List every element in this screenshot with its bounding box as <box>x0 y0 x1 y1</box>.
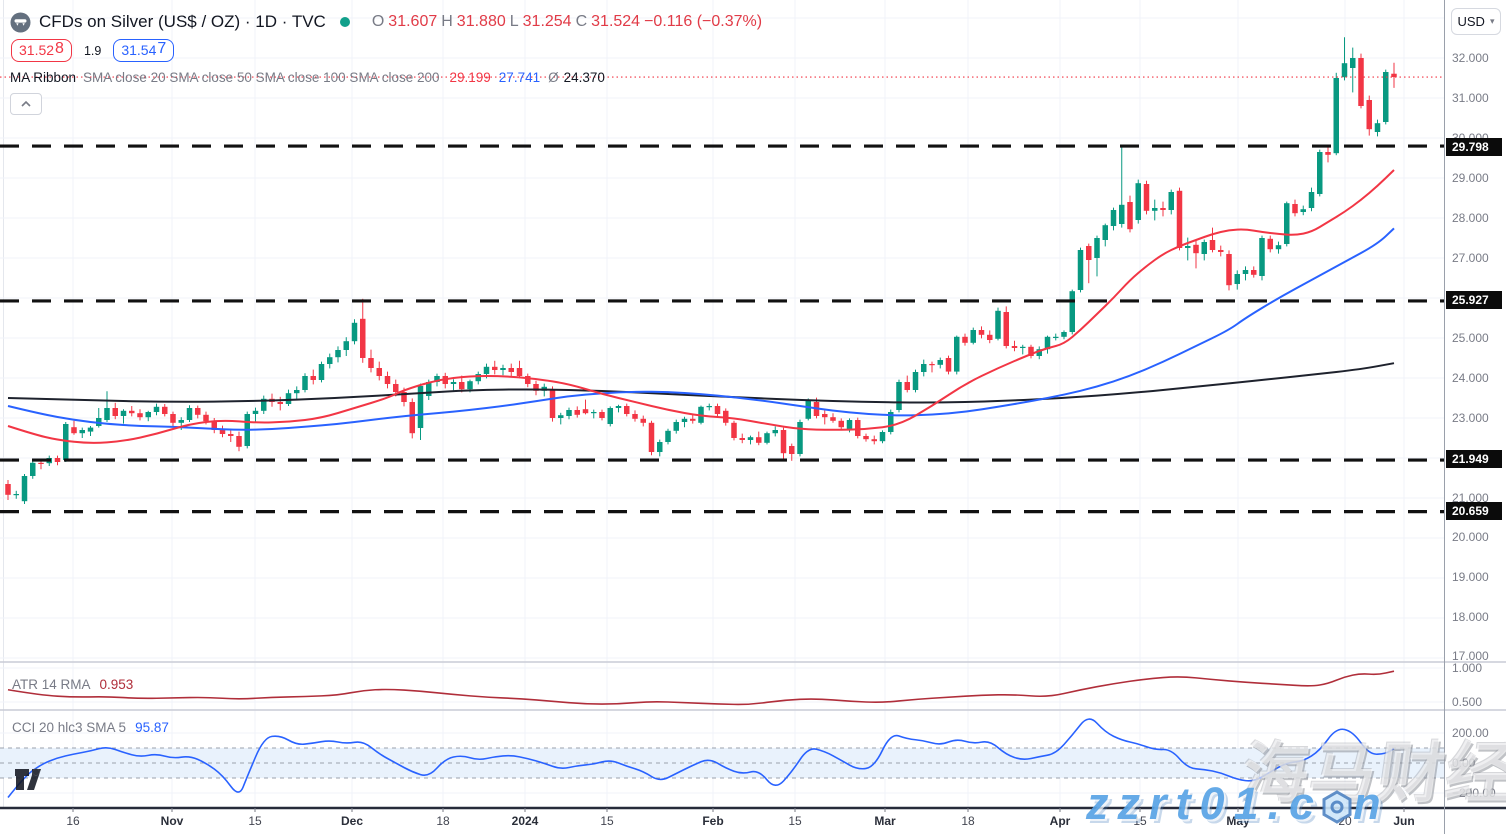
time-tick-label: Feb <box>702 814 724 828</box>
ohlc-values: O 31.607 H 31.880 L 31.254 C 31.524 −0.116 (… <box>371 13 763 30</box>
price-tick-label: 23.000 <box>1452 411 1489 425</box>
ma-ribbon-lines <box>7 169 1395 444</box>
ma-ribbon-label[interactable]: MA Ribbon <box>10 69 77 85</box>
time-tick-label: Dec <box>340 814 364 828</box>
avg-value: 24.370 <box>563 69 605 85</box>
time-tick-label: 18 <box>436 814 450 828</box>
price-tick-label: 0.500 <box>1452 695 1483 709</box>
time-tick-label: Mar <box>874 814 896 828</box>
level-price-badge: 25.927 <box>1446 291 1502 309</box>
level-price-badge: 20.659 <box>1446 502 1502 520</box>
time-tick-label: Apr <box>1049 814 1071 828</box>
ma-ribbon-legend: MA Ribbon SMA close 20 SMA close 50 SMA … <box>10 68 762 86</box>
sma20-value: 29.199 <box>449 69 491 85</box>
time-tick-label: 2024 <box>511 814 539 828</box>
price-tick-label: 21.000 <box>1452 491 1489 505</box>
ma-ribbon-params: SMA close 20 SMA close 50 SMA close 100 … <box>83 69 440 85</box>
time-tick-label: Nov <box>160 814 184 828</box>
time-tick-label: May <box>1226 814 1250 828</box>
price-tick-label: 24.000 <box>1452 371 1489 385</box>
time-tick-label: 15 <box>248 814 262 828</box>
chevron-down-icon: ▾ <box>1489 16 1495 26</box>
chart-legend: CFDs on Silver (US$ / OZ) · 1D · TVC O 31… <box>10 10 762 115</box>
cci-label[interactable]: CCI 20 hlc3 SMA 5 <box>12 720 127 735</box>
spread-value: 1.9 <box>83 43 102 58</box>
change-value: −0.116 (−0.37%) <box>644 13 763 30</box>
cci-pane-legend: CCI 20 hlc3 SMA 5 95.87 <box>12 719 169 736</box>
atr-pane-legend: ATR 14 RMA 0.953 <box>12 676 133 693</box>
price-tick-label: 31.000 <box>1452 91 1489 105</box>
symbol-logo-icon <box>10 12 31 33</box>
cci-value: 95.87 <box>135 720 169 735</box>
currency-selector[interactable]: USD ▾ <box>1451 8 1501 35</box>
ma-line <box>7 227 1395 431</box>
price-level-lines <box>0 76 1444 514</box>
cci-line <box>7 718 1395 798</box>
symbol-title[interactable]: CFDs on Silver (US$ / OZ) · 1D · TVC <box>39 12 326 31</box>
atr-line <box>7 670 1395 706</box>
buy-button[interactable]: 31.54 7 <box>113 39 175 62</box>
price-tick-label: 17.000 <box>1452 649 1489 663</box>
level-price-badge: 21.949 <box>1446 450 1502 468</box>
sell-button[interactable]: 31.52 8 <box>11 39 72 62</box>
time-tick-label: 20 <box>1338 814 1352 828</box>
atr-label[interactable]: ATR 14 RMA <box>12 677 91 692</box>
price-tick-label: 1.000 <box>1452 661 1483 675</box>
avg-symbol: Ø <box>548 69 559 85</box>
time-tick-label: 16 <box>66 814 80 828</box>
grid <box>0 0 1444 808</box>
price-tick-label: 200.00 <box>1452 726 1489 740</box>
price-tick-label: −200.00 <box>1452 786 1496 800</box>
price-tick-label: 0.00 <box>1452 756 1476 770</box>
time-tick-label: Jun <box>1393 814 1415 828</box>
time-tick-label: 18 <box>961 814 975 828</box>
price-tick-label: 19.000 <box>1452 570 1489 584</box>
time-tick-label: 15 <box>600 814 614 828</box>
candlestick-series <box>5 37 1397 504</box>
price-tick-label: 27.000 <box>1452 251 1489 265</box>
time-tick-label: 15 <box>788 814 802 828</box>
level-price-badge: 29.798 <box>1446 138 1502 156</box>
legend-collapse-button[interactable] <box>10 93 42 115</box>
price-tick-label: 25.000 <box>1452 331 1489 345</box>
price-tick-label: 29.000 <box>1452 171 1489 185</box>
price-tick-label: 20.000 <box>1452 530 1489 544</box>
time-tick-label: 15 <box>1133 814 1147 828</box>
price-tick-label: 32.000 <box>1452 51 1489 65</box>
cci-band <box>0 747 1444 779</box>
atr-value: 0.953 <box>99 677 134 692</box>
price-tick-label: 28.000 <box>1452 211 1489 225</box>
price-tick-label: 18.000 <box>1452 610 1489 624</box>
tradingview-logo-icon[interactable] <box>14 767 50 797</box>
sma50-value: 27.741 <box>498 69 541 85</box>
ma-line <box>7 362 1395 404</box>
ma-line <box>7 169 1395 444</box>
market-status-dot-icon <box>339 17 350 27</box>
